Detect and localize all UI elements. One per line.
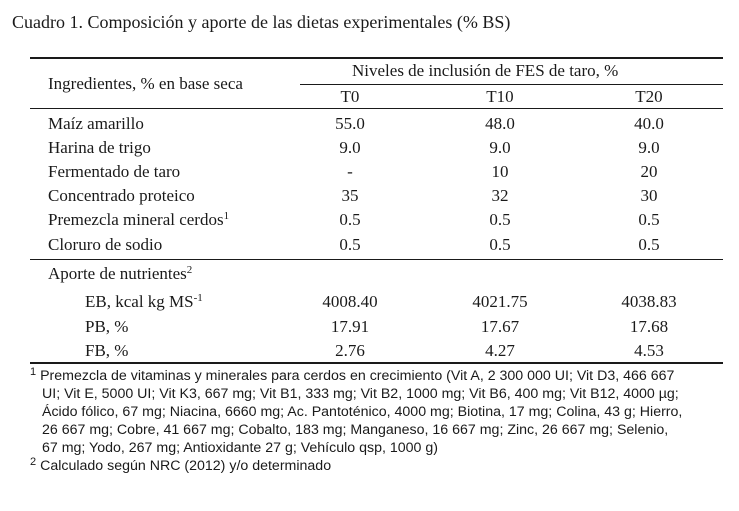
value-t0: 0.5	[339, 210, 361, 229]
value-t10: 0.5	[489, 235, 511, 254]
column-header-t10: T10	[486, 87, 514, 106]
column-header-t0: T0	[340, 87, 360, 106]
row-label: Harina de trigo	[48, 138, 151, 157]
row-label: Maíz amarillo	[48, 114, 144, 133]
value-t0: 55.0	[335, 114, 365, 133]
value-t10: 32	[491, 186, 509, 205]
value-t0: 9.0	[339, 138, 361, 157]
value-t10: 0.5	[489, 210, 511, 229]
value-t10: 9.0	[489, 138, 511, 157]
footnote-2: 2 Calculado según NRC (2012) y/o determi…	[30, 456, 332, 474]
value-t0: 17.91	[330, 317, 370, 336]
unit-exponent: -1	[193, 292, 203, 304]
row-label: Premezcla mineral cerdos1	[48, 210, 230, 229]
value-t20: 4038.83	[621, 292, 677, 311]
value-t20: 9.0	[638, 138, 660, 157]
footnote-1-line: UI; Vit E, 5000 UI; Vit K3, 667 mg; Vit …	[42, 386, 679, 402]
nutrients-rule	[30, 259, 723, 260]
value-t10: 17.67	[480, 317, 520, 336]
row-label: FB, %	[85, 341, 129, 360]
footnote-1-line: 67 mg; Yodo, 267 mg; Antioxidante 27 g; …	[42, 440, 438, 456]
footnote-mark-1: 1	[30, 366, 37, 378]
row-header: Ingredientes, % en base seca	[48, 74, 243, 93]
row-label: PB, %	[85, 317, 129, 336]
value-t20: 30	[640, 186, 658, 205]
row-label: Concentrado proteico	[48, 186, 195, 205]
footnote-ref: 2	[186, 264, 193, 276]
value-t0: 4008.40	[322, 292, 378, 311]
value-t0: 0.5	[339, 235, 361, 254]
group-header-rule	[300, 84, 723, 85]
value-t20: 17.68	[629, 317, 669, 336]
value-t10: 4021.75	[472, 292, 528, 311]
value-t20: 40.0	[634, 114, 664, 133]
value-t20: 0.5	[638, 210, 660, 229]
bottom-rule	[30, 362, 723, 364]
footnote-1-line: Ácido fólico, 67 mg; Niacina, 6660 mg; A…	[42, 404, 683, 420]
column-header-rule	[30, 108, 723, 109]
column-header-t20: T20	[635, 87, 663, 106]
value-t10: 48.0	[485, 114, 515, 133]
footnote-1-line: 26 667 mg; Cobre, 41 667 mg; Cobalto, 18…	[42, 422, 669, 438]
nutrients-header: Aporte de nutrientes2	[48, 264, 193, 283]
table-caption: Cuadro 1. Composición y aporte de las di…	[12, 12, 511, 32]
footnote-mark-2: 2	[30, 456, 37, 468]
footnotes: 1 Premezcla de vitaminas y minerales par…	[30, 366, 730, 475]
value-t0: -	[347, 162, 353, 181]
row-label: EB, kcal kg MS-1	[85, 292, 203, 311]
value-t0: 2.76	[335, 341, 365, 360]
group-header: Niveles de inclusión de FES de taro, %	[352, 61, 619, 80]
value-t10: 4.27	[485, 341, 515, 360]
footnote-ref: 1	[223, 210, 230, 222]
row-label: Cloruro de sodio	[48, 235, 163, 254]
value-t10: 10	[491, 162, 509, 181]
top-rule	[30, 57, 723, 59]
value-t20: 4.53	[634, 341, 664, 360]
value-t20: 20	[640, 162, 658, 181]
footnote-1-line: 1 Premezcla de vitaminas y minerales par…	[30, 366, 675, 384]
value-t20: 0.5	[638, 235, 660, 254]
value-t0: 35	[341, 186, 359, 205]
row-label: Fermentado de taro	[48, 162, 181, 181]
